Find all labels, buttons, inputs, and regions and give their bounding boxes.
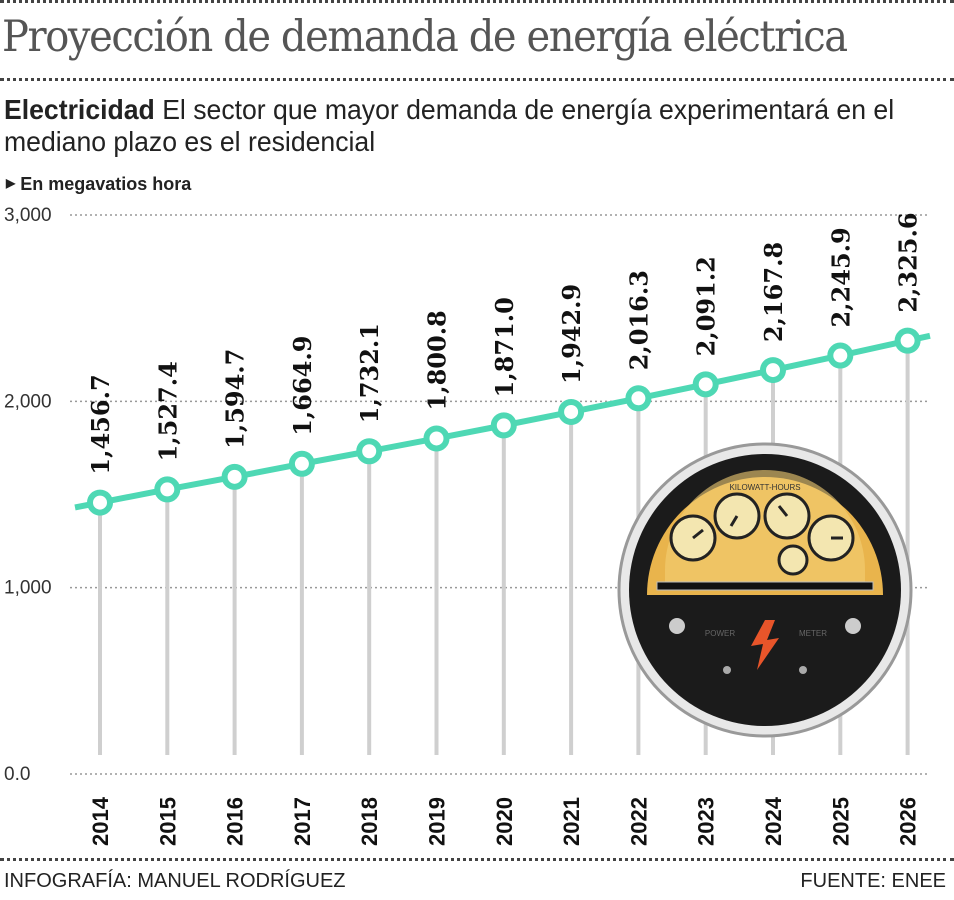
data-label: 2,325.6 — [894, 212, 923, 312]
data-label: 1,871.0 — [490, 297, 519, 397]
top-divider — [0, 0, 954, 3]
line-chart: 0.0 1,000 2,000 3,000 KILOWATT-HOURS POWER … — [4, 205, 931, 846]
data-label: 2,245.9 — [826, 227, 855, 327]
data-label: 1,594.7 — [221, 349, 250, 449]
data-point — [356, 438, 383, 465]
data-point — [827, 342, 854, 369]
footer-divider — [0, 858, 954, 861]
data-point — [490, 412, 517, 439]
data-label: 1,732.1 — [355, 323, 384, 423]
x-tick-label: 2025 — [828, 797, 853, 846]
x-tick-label: 2023 — [694, 797, 719, 846]
data-point — [558, 398, 585, 425]
data-label: 1,456.7 — [86, 374, 115, 474]
y-tick-label: 0.0 — [4, 764, 30, 785]
data-label: 2,016.3 — [624, 270, 653, 370]
meter-power-text: POWER — [705, 629, 735, 638]
data-point — [625, 385, 652, 412]
title-divider — [0, 78, 954, 81]
data-label: 1,942.9 — [557, 284, 586, 384]
source-text: FUENTE: ENEE — [800, 870, 946, 892]
data-point — [423, 425, 450, 452]
chart-subtitle: Electricidad El sector que mayor demanda… — [4, 94, 897, 158]
x-tick-label: 2021 — [559, 797, 584, 846]
x-tick-label: 2026 — [896, 797, 921, 846]
x-tick-label: 2024 — [761, 796, 786, 846]
x-tick-label: 2015 — [155, 797, 180, 846]
y-tick-label: 2,000 — [4, 391, 52, 412]
data-point — [894, 327, 921, 354]
power-meter-icon: KILOWATT-HOURS POWER METER — [617, 442, 913, 738]
data-label: 2,091.2 — [692, 256, 721, 356]
data-label: 1,527.4 — [153, 361, 182, 461]
x-tick-label: 2014 — [88, 796, 113, 846]
data-point — [154, 476, 181, 503]
unit-label: ▶ En megavatios hora — [6, 174, 191, 195]
x-tick-label: 2016 — [223, 797, 248, 846]
data-point — [87, 489, 113, 516]
chart-title: Proyección de demanda de energía eléctri… — [2, 12, 848, 62]
x-tick-label: 2017 — [290, 797, 315, 846]
data-point — [221, 463, 248, 490]
data-point — [760, 357, 786, 384]
lightning-bolt-icon — [751, 620, 779, 670]
data-label: 1,664.9 — [288, 336, 317, 436]
data-label: 1,800.8 — [423, 310, 452, 410]
y-tick-label: 1,000 — [4, 578, 52, 599]
subtitle-text: El sector que mayor demanda de energía e… — [4, 94, 895, 157]
x-tick-label: 2020 — [492, 797, 517, 846]
unit-text: En megavatios hora — [20, 174, 192, 194]
subtitle-bold: Electricidad — [4, 94, 155, 125]
data-point — [692, 371, 719, 398]
credit-text: INFOGRAFÍA: MANUEL RODRÍGUEZ — [4, 870, 346, 892]
x-tick-label: 2022 — [626, 797, 651, 846]
meter-meter-text: METER — [799, 629, 827, 638]
data-point — [288, 450, 315, 477]
meter-kwh-text: KILOWATT-HOURS — [729, 483, 800, 492]
x-tick-label: 2018 — [357, 797, 382, 846]
data-label: 2,167.8 — [759, 242, 788, 342]
x-tick-label: 2019 — [425, 797, 450, 846]
y-tick-label: 3,000 — [4, 205, 52, 226]
triangle-bullet-icon: ▶ — [6, 176, 16, 190]
